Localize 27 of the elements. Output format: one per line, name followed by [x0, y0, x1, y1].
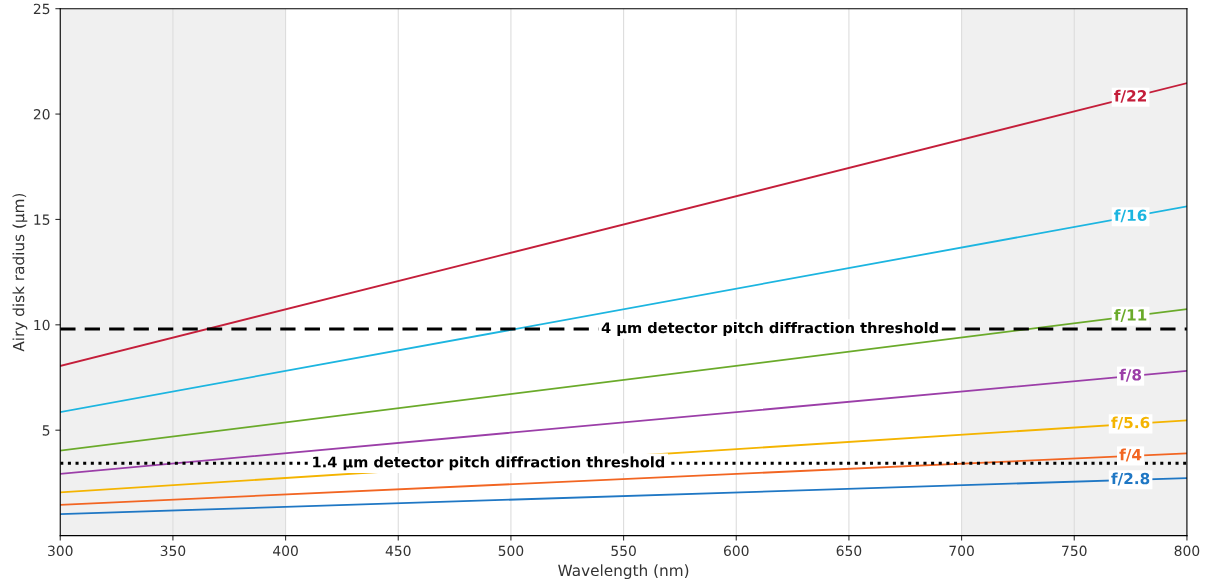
series-label: f/22 [1114, 89, 1147, 103]
x-tick-label: 350 [160, 545, 186, 557]
series-label: f/5.6 [1111, 416, 1150, 430]
series-label: f/4 [1119, 448, 1142, 462]
y-tick-label: 10 [34, 319, 50, 331]
y-tick-label: 25 [33, 3, 50, 15]
x-tick-label: 450 [385, 545, 411, 557]
x-tick-label: 700 [949, 545, 974, 557]
x-tick-label: 500 [498, 545, 524, 557]
y-tick-label: 15 [34, 214, 50, 225]
series-label: f/8 [1119, 368, 1142, 382]
y-axis-title: Airy disk radius (µm) [12, 193, 28, 352]
x-axis-title: Wavelength (nm) [558, 564, 689, 579]
ref-line-label: 1.4 µm detector pitch diffraction threshold [313, 456, 665, 471]
series-label: f/16 [1114, 209, 1147, 223]
x-tick-label: 600 [723, 545, 749, 557]
x-tick-label: 800 [1174, 545, 1200, 557]
x-tick-label: 650 [836, 545, 862, 557]
y-tick-label: 20 [33, 109, 50, 120]
x-tick-label: 300 [48, 545, 73, 557]
x-tick-label: 750 [1062, 545, 1087, 557]
series-label: f/11 [1114, 308, 1147, 322]
x-tick-label: 400 [273, 545, 298, 557]
x-tick-label: 550 [611, 545, 636, 557]
y-tick-label: 5 [42, 425, 50, 436]
series-label: f/2.8 [1111, 472, 1150, 486]
ref-line-label: 4 µm detector pitch diffraction threshold [601, 321, 938, 337]
